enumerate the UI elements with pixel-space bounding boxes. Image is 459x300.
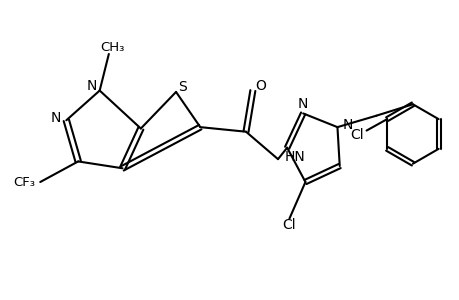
Text: N: N — [297, 97, 308, 111]
Text: Cl: Cl — [282, 218, 296, 233]
Text: HN: HN — [284, 150, 305, 164]
Text: O: O — [255, 79, 266, 93]
Text: CF₃: CF₃ — [13, 176, 35, 188]
Text: N: N — [86, 79, 96, 93]
Text: N: N — [51, 111, 62, 125]
Text: S: S — [178, 80, 187, 94]
Text: N: N — [341, 118, 352, 132]
Text: CH₃: CH₃ — [100, 40, 124, 54]
Text: Cl: Cl — [350, 128, 364, 142]
